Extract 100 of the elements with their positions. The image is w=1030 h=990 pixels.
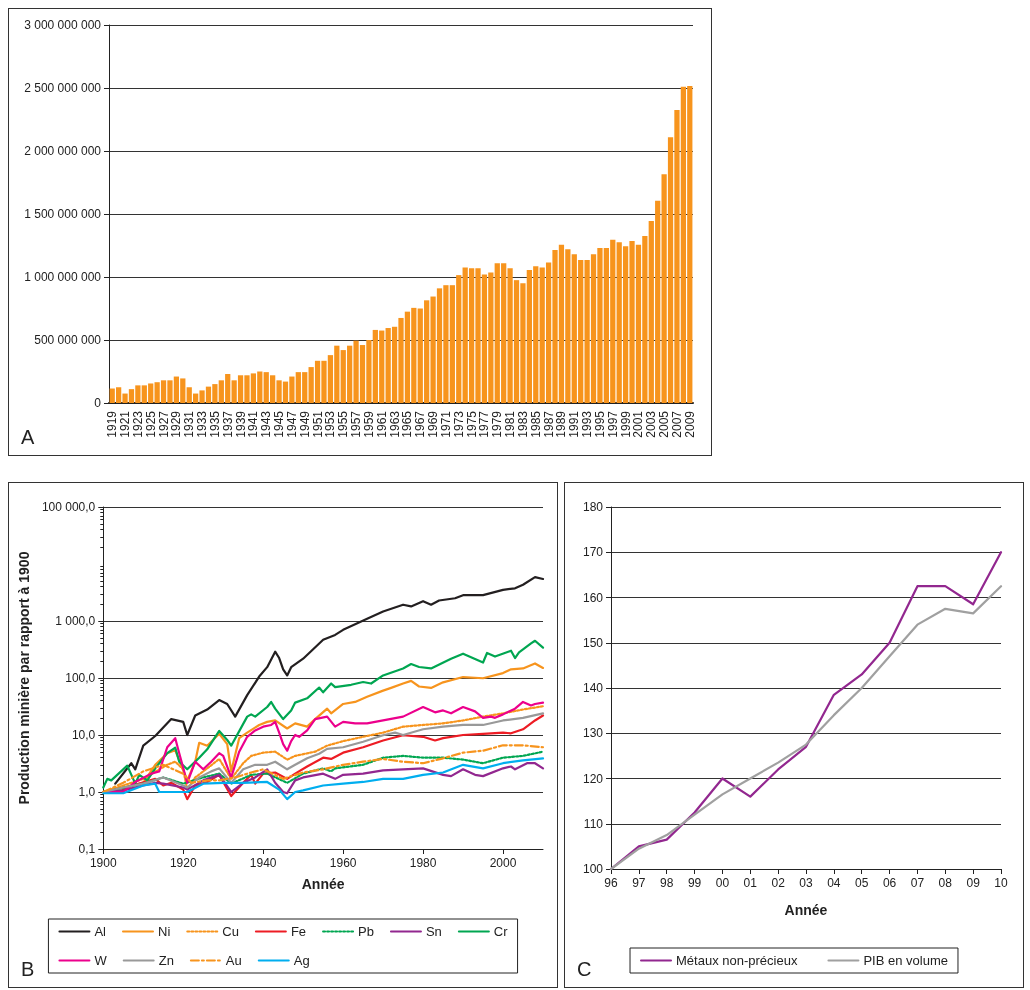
x-tick-label: 07 <box>910 876 925 890</box>
y-tick-label: 1,0 <box>78 785 96 799</box>
x-tick-label: 1975 <box>464 410 479 438</box>
x-tick-label: 2009 <box>682 410 697 438</box>
x-tick-label: 1981 <box>503 410 518 438</box>
x-tick-label: 1953 <box>323 410 338 438</box>
legend-label: Zn <box>158 953 174 968</box>
x-tick-label: 1955 <box>336 410 351 438</box>
y-tick-label: 150 <box>582 635 604 650</box>
x-tick-label: 1960 <box>329 856 357 870</box>
x-tick-label: 1931 <box>182 410 197 438</box>
x-tick-label: 1973 <box>451 410 466 438</box>
x-tick-label: 1987 <box>541 410 556 438</box>
text: B <box>21 958 35 980</box>
x-tick-label: 1995 <box>592 410 607 438</box>
y-tick-label: 130 <box>582 726 604 741</box>
x-tick-label: 1951 <box>310 410 325 438</box>
y-tick-label: 180 <box>582 500 604 514</box>
x-tick-label: 1925 <box>143 410 158 438</box>
y-tick-label: 100 <box>582 862 604 876</box>
y-tick-label: 1 500 000 000 <box>24 207 102 221</box>
x-tick-label: 1961 <box>374 410 389 438</box>
x-tick-label: 1997 <box>605 410 620 438</box>
x-tick-label: 1939 <box>233 410 248 438</box>
line-series <box>114 576 545 785</box>
x-tick-label: 1999 <box>618 410 633 438</box>
x-tick-label: 1945 <box>272 410 287 438</box>
x-axis-title: Année <box>301 876 345 892</box>
y-tick-label: 100 000,0 <box>41 500 96 514</box>
x-tick-label: 1977 <box>477 410 492 438</box>
legend-label: Ni <box>157 924 171 939</box>
y-tick-label: 160 <box>582 590 604 605</box>
y-tick-label: 110 <box>583 816 604 831</box>
legend-label: Sn <box>425 924 442 939</box>
x-tick-label: 1923 <box>130 410 145 438</box>
x-tick-label: 1991 <box>567 410 582 438</box>
x-tick-label: 1957 <box>349 410 364 438</box>
y-tick-label: 0 <box>94 396 102 410</box>
y-tick-label: 3 000 000 000 <box>24 18 102 32</box>
x-tick-label: 1980 <box>409 856 437 870</box>
x-tick-label: 1919 <box>105 410 120 438</box>
y-tick-label: 2 000 000 000 <box>24 144 102 158</box>
line-series <box>102 639 545 789</box>
x-tick-label: 1971 <box>438 410 453 438</box>
y-tick-label: 140 <box>582 681 604 695</box>
x-tick-label: 1965 <box>400 410 415 438</box>
y-tick-label: 10,0 <box>71 728 96 742</box>
x-tick-label: 1947 <box>284 410 299 438</box>
x-tick-label: 1927 <box>156 410 171 438</box>
legend-label: Cu <box>222 924 239 939</box>
y-tick-label: 100,0 <box>65 671 96 685</box>
y-tick-label: 0,1 <box>78 842 96 856</box>
x-tick-label: 1940 <box>249 856 277 870</box>
y-tick-label: 1 000,0 <box>55 614 96 628</box>
x-tick-label: 05 <box>855 876 869 890</box>
x-tick-label: 1969 <box>426 410 441 438</box>
x-tick-label: 1963 <box>387 410 402 438</box>
legend-label: Cr <box>493 924 509 939</box>
x-tick-label: 1920 <box>169 856 197 870</box>
x-tick-label: 2000 <box>489 856 517 870</box>
x-tick-label: 1983 <box>515 410 530 438</box>
y-tick-label: 120 <box>582 771 604 786</box>
y-axis-title: Production minière par rapport à 1900 <box>16 551 32 805</box>
x-tick-label: 1933 <box>195 410 210 438</box>
legend-label: Al <box>94 924 107 939</box>
x-tick-label: 1929 <box>169 410 184 438</box>
x-tick-label: 01 <box>743 876 758 890</box>
x-tick-label: 1967 <box>413 410 428 438</box>
x-tick-label: 02 <box>771 876 786 890</box>
x-tick-label: 1937 <box>220 410 235 438</box>
line-series <box>102 757 545 801</box>
x-tick-label: 03 <box>799 876 813 890</box>
x-axis-title: Année <box>784 902 828 918</box>
x-tick-label: 1959 <box>361 410 376 438</box>
x-tick-label: 2007 <box>669 410 684 438</box>
x-tick-label: 1941 <box>246 410 261 438</box>
x-tick-label: 04 <box>827 876 841 890</box>
y-tick-label: 500 000 000 <box>34 333 102 347</box>
y-tick-label: 170 <box>582 545 604 560</box>
x-tick-label: 1949 <box>297 410 312 438</box>
y-tick-label: 2 500 000 000 <box>24 81 102 95</box>
x-tick-label: 98 <box>660 876 674 890</box>
x-tick-label: 99 <box>687 876 702 890</box>
x-tick-label: 1989 <box>554 410 569 438</box>
x-tick-label: 2001 <box>631 410 646 438</box>
x-tick-label: 2005 <box>657 410 672 438</box>
legend-label: PIB en volume <box>863 953 948 968</box>
x-tick-label: 2003 <box>644 410 659 438</box>
x-tick-label: 1985 <box>528 410 543 438</box>
legend-label: Fe <box>290 924 307 939</box>
x-tick-label: 1921 <box>118 410 133 438</box>
x-tick-label: 1935 <box>207 410 222 438</box>
x-tick-label: 1900 <box>89 856 117 870</box>
x-tick-label: 97 <box>632 876 646 890</box>
text: C <box>577 958 592 980</box>
x-tick-label: 09 <box>966 876 981 890</box>
x-tick-label: 06 <box>882 876 897 890</box>
legend-label: Ag <box>293 953 310 968</box>
x-tick-label: 00 <box>715 876 730 890</box>
legend-label: Pb <box>358 924 374 939</box>
